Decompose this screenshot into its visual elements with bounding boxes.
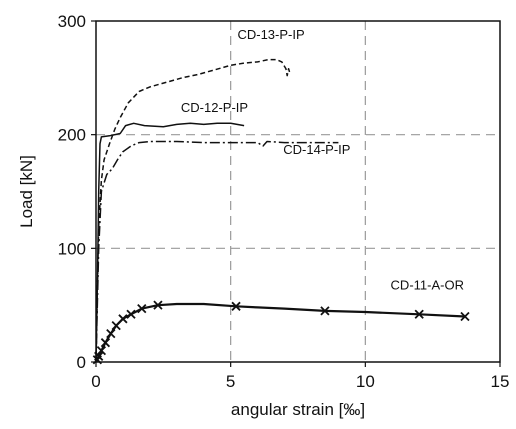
x-axis-title: angular strain [‰] (231, 400, 365, 419)
series-label: CD-11-A-OR (391, 277, 464, 292)
series-line-cd-13-p-ip (95, 58, 291, 363)
data-marker-x (96, 345, 107, 356)
series-labels: CD-13-P-IP CD-12-P-IP CD-14-P-IP CD-11-A-OR (181, 27, 464, 292)
data-marker-x (106, 328, 116, 339)
series-label: CD-13-P-IP (237, 27, 304, 42)
data-marker-x (320, 306, 330, 316)
x-tick-label: 10 (356, 372, 375, 391)
y-tick-label: 200 (58, 126, 86, 145)
data-marker-x (100, 338, 111, 348)
data-marker-x (231, 301, 241, 311)
x-tick-label: 15 (491, 372, 510, 391)
data-marker-x (153, 300, 163, 310)
x-tick-label: 5 (226, 372, 235, 391)
data-marker-x (414, 309, 424, 319)
axis-ticks: 0 5 10 15 0 100 200 300 (58, 12, 510, 391)
series-label: CD-14-P-IP (283, 142, 350, 157)
data-marker-x (460, 311, 470, 322)
y-tick-label: 0 (77, 353, 86, 372)
data-marker-x (111, 320, 121, 331)
series-layer (95, 58, 466, 363)
data-marker-x (118, 314, 128, 324)
plot-frame (95, 20, 501, 363)
grid-lines (96, 21, 500, 362)
series-line-cd-11-a-or (95, 302, 466, 363)
marker-layer (92, 300, 470, 365)
y-tick-label: 300 (58, 12, 86, 31)
y-axis-title: Load [kN] (17, 155, 36, 228)
series-label: CD-12-P-IP (181, 100, 248, 115)
y-tick-label: 100 (58, 239, 86, 258)
series-line-cd-12-p-ip (95, 122, 245, 363)
series-line-cd-14-p-ip (95, 140, 339, 363)
data-marker-x (126, 309, 136, 319)
data-marker-x (137, 303, 147, 314)
x-tick-label: 0 (91, 372, 100, 391)
